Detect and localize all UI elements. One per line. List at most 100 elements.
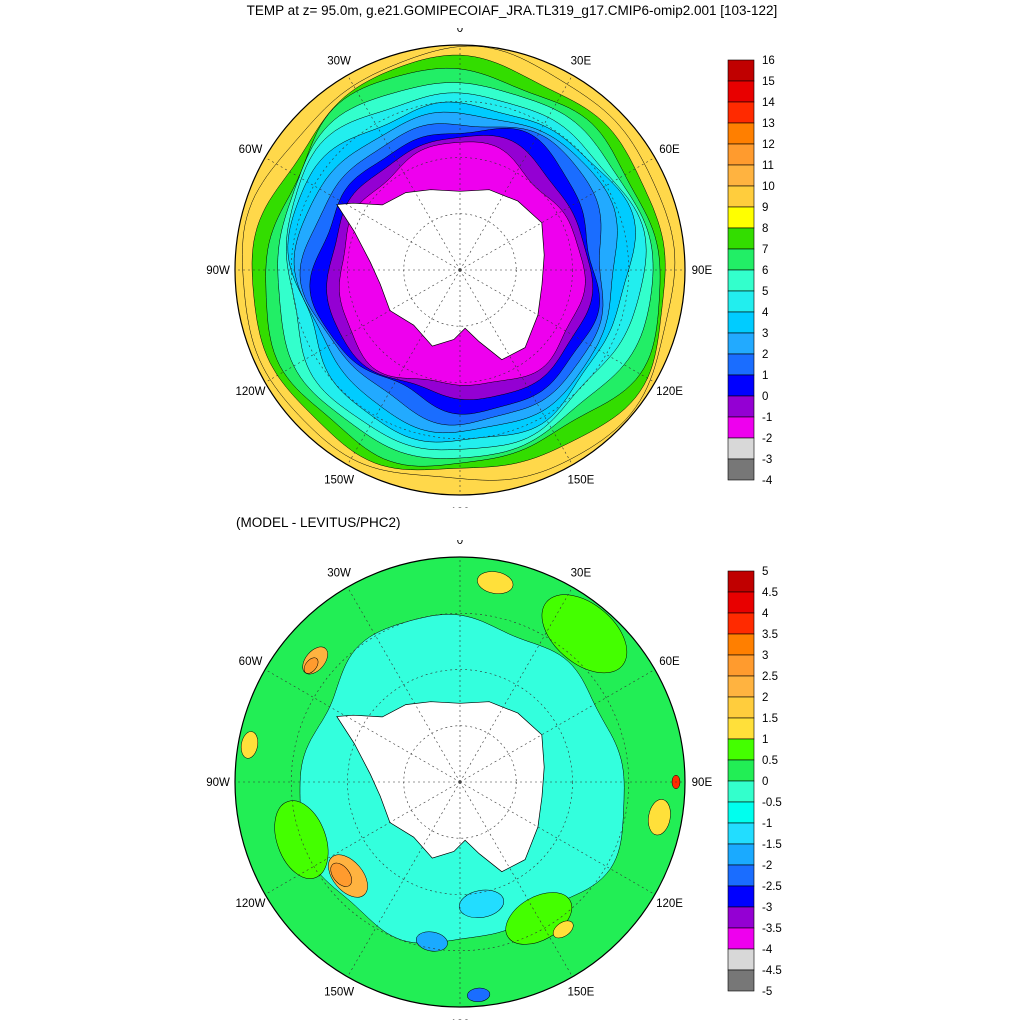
- colorbar-tick-label: -2.5: [762, 881, 782, 893]
- longitude-label: 90E: [692, 777, 713, 789]
- longitude-label: 120W: [235, 898, 265, 910]
- difference-anomaly-patch: [552, 920, 574, 939]
- longitude-label: 120W: [235, 386, 265, 398]
- temperature-field: [235, 45, 685, 495]
- colorbar-tick-label: 14: [762, 97, 775, 109]
- colorbar-tick-label: 2: [762, 349, 768, 361]
- colorbar-tick-label: -4.5: [762, 965, 782, 977]
- colorbar-swatch: [727, 906, 755, 929]
- longitude-label: 90W: [206, 777, 230, 789]
- colorbar-swatch: [727, 864, 755, 887]
- colorbar-tick-label: 13: [762, 118, 775, 130]
- colorbar-tick-label: 5: [762, 286, 768, 298]
- colorbar-tick-label: 15: [762, 76, 775, 88]
- colorbar-swatch: [727, 101, 755, 124]
- colorbar-swatch: [727, 185, 755, 208]
- chart-title: TEMP at z= 95.0m, g.e21.GOMIPECOIAF_JRA.…: [246, 3, 778, 18]
- temperature-polar-map: 0 30E 60E 90E 120E 150E 180 150W 120W 90W 60W 30W: [206, 28, 713, 508]
- longitude-label: 90E: [692, 265, 713, 277]
- colorbar-swatch: [727, 311, 755, 334]
- colorbar-tick-label: 0.5: [762, 755, 778, 767]
- colorbar-tick-label: 3: [762, 650, 768, 662]
- colorbar-tick-label: -4: [762, 475, 773, 487]
- antarctica-landmass: [336, 189, 545, 361]
- colorbar-tick-label: -5: [762, 986, 772, 998]
- colorbar-tick-label: 2: [762, 692, 768, 704]
- longitude-label: 180: [450, 1019, 469, 1020]
- difference-anomaly-patch: [458, 889, 505, 919]
- colorbar-tick-label: -3: [762, 454, 772, 466]
- colorbar-tick-label: -3: [762, 902, 772, 914]
- longitude-label: 30W: [327, 56, 351, 68]
- colorbar-tick-label: 3: [762, 328, 768, 340]
- colorbar-swatch: [727, 269, 755, 292]
- longitude-label: 0: [457, 540, 463, 547]
- map-border: [234, 556, 686, 1008]
- colorbar-tick-label: -1: [762, 412, 772, 424]
- longitude-label: 60E: [659, 656, 680, 668]
- colorbar-tick-label: 4: [762, 307, 769, 319]
- colorbar-swatch: [727, 437, 755, 460]
- colorbar-tick-label: 16: [762, 55, 775, 67]
- colorbar-swatch: [727, 80, 755, 103]
- difference-anomaly-patch: [416, 931, 448, 952]
- colorbar-swatch: [727, 738, 755, 761]
- colorbar-tick-label: 9: [762, 202, 768, 214]
- difference-anomaly-patch: [330, 862, 352, 887]
- latitude-circle: [290, 612, 630, 952]
- colorbar-swatch: [727, 458, 755, 481]
- colorbar-tick-label: 10: [762, 181, 775, 193]
- colorbar-tick-label: 3.5: [762, 629, 778, 641]
- longitude-label: 30E: [571, 568, 592, 580]
- difference-anomaly-patch: [467, 987, 491, 1002]
- colorbar-swatch: [727, 122, 755, 145]
- colorbar-tick-label: -3.5: [762, 923, 782, 935]
- colorbar-swatch: [727, 717, 755, 740]
- colorbar-swatch: [727, 164, 755, 187]
- difference-subtitle: (MODEL - LEVITUS/PHC2): [236, 515, 401, 530]
- colorbar-tick-label: 5: [762, 566, 768, 578]
- longitude-label: 120E: [656, 898, 683, 910]
- longitude-label: 60E: [659, 144, 680, 156]
- colorbar-swatch: [727, 927, 755, 950]
- longitude-label: 90W: [206, 265, 230, 277]
- difference-colorbar: 5 4.5 4 3.5 3 2.5 2 1.5 1 0.5 0 -0.5 -1 -1.5 -2 -2.5 -3 -…: [727, 566, 782, 998]
- colorbar-swatch: [727, 591, 755, 614]
- colorbar-swatch: [727, 248, 755, 271]
- colorbar-tick-label: 0: [762, 391, 768, 403]
- colorbar-swatch: [727, 227, 755, 250]
- latitude-circle: [290, 100, 630, 440]
- colorbar-swatch: [727, 801, 755, 824]
- colorbar-swatch: [727, 612, 755, 635]
- longitude-label: 60W: [239, 144, 263, 156]
- colorbar-swatch: [727, 885, 755, 908]
- longitude-label: 60W: [239, 656, 263, 668]
- colorbar-tick-label: -0.5: [762, 797, 782, 809]
- colorbar-swatch: [727, 332, 755, 355]
- colorbar-swatch: [727, 759, 755, 782]
- colorbar-swatch: [727, 143, 755, 166]
- longitude-label: 150E: [567, 987, 594, 999]
- difference-anomaly-patch: [240, 731, 259, 759]
- map-border: [234, 44, 686, 496]
- colorbar-tick-label: 0: [762, 776, 768, 788]
- longitude-label: 30E: [571, 56, 592, 68]
- colorbar-tick-label: 7: [762, 244, 768, 256]
- colorbar-swatch: [727, 416, 755, 439]
- longitude-label: 30W: [327, 568, 351, 580]
- colorbar-tick-label: -2: [762, 433, 772, 445]
- difference-anomaly-patch: [303, 657, 319, 674]
- colorbar-swatch: [727, 206, 755, 229]
- colorbar-tick-label: -1: [762, 818, 772, 830]
- colorbar-tick-label: 4.5: [762, 587, 778, 599]
- colorbar-swatch: [727, 843, 755, 866]
- latitude-circle: [347, 669, 573, 895]
- longitude-label: 120E: [656, 386, 683, 398]
- longitude-label: 150W: [324, 987, 354, 999]
- antarctica-landmass: [336, 701, 545, 873]
- colorbar-tick-label: 1.5: [762, 713, 778, 725]
- colorbar-tick-label: 1: [762, 370, 768, 382]
- colorbar-tick-label: 12: [762, 139, 775, 151]
- colorbar-tick-label: 4: [762, 608, 769, 620]
